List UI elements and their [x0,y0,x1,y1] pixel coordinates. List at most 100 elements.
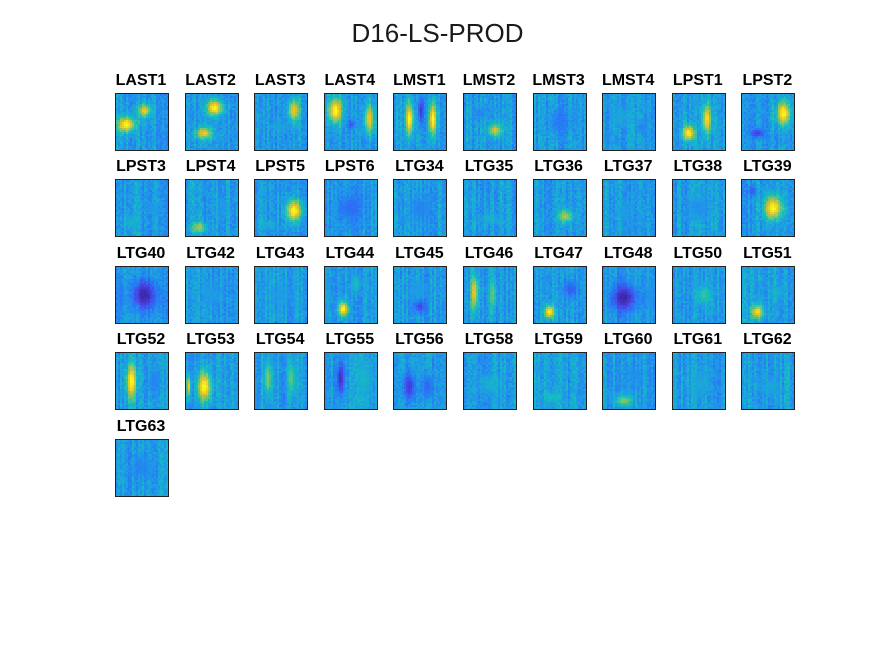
heatmap-cell [559,100,562,103]
heatmap-cell [510,124,513,127]
heatmap-cell [267,136,270,139]
heatmap-cell [138,94,141,97]
heatmap-cell [209,132,212,135]
heatmap-cell [295,136,298,139]
heatmap-cell [476,128,479,131]
heatmap-cell [502,126,505,129]
heatmap-cell [219,132,222,135]
heatmap-cell [273,112,276,115]
heatmap-cell [545,126,548,129]
heatmap-cell [549,136,552,139]
heatmap-cell [140,98,143,101]
heatmap-cell [350,102,354,105]
heatmap-cell [142,106,145,109]
heatmap-cell [408,144,411,147]
heatmap-cell [492,120,495,123]
heatmap-cell [144,102,147,105]
heatmap-cell [118,126,121,129]
heatmap-cell [150,102,153,105]
heatmap-cell [426,106,429,109]
heatmap-cell [442,148,445,150]
heatmap-cell [400,144,403,147]
heatmap-cell [464,116,467,119]
heatmap-cell [287,126,290,129]
heatmap-cell [116,146,119,149]
heatmap-cell [581,122,584,125]
heatmap-cell [366,120,370,123]
heatmap-cell [476,116,479,119]
heatmap-cell [543,104,546,107]
heatmap-cell [225,106,228,109]
heatmap-cell [116,144,119,147]
heatmap-cell [553,118,556,121]
heatmap-cell [541,126,544,129]
heatmap-cell [324,124,328,127]
heatmap-cell [281,100,284,103]
heatmap-cell [187,112,190,115]
heatmap-cell [424,118,427,121]
heatmap-cell [124,94,127,97]
heatmap-cell [287,116,290,119]
heatmap-cell [285,134,288,137]
heatmap-cell [484,142,487,145]
heatmap-cell [557,102,560,105]
heatmap-cell [472,110,475,113]
heatmap-cell [340,128,344,131]
heatmap-cell [281,122,284,125]
heatmap-cell [293,138,296,141]
heatmap-cell [496,112,499,115]
heatmap-cell [162,120,165,123]
heatmap-cell [191,148,194,150]
heatmap-cell [326,126,330,129]
heatmap-cell [354,104,358,107]
heatmap-cell [223,144,226,147]
heatmap-cell [559,102,562,105]
heatmap-cell [496,120,499,123]
heatmap-cell [472,142,475,145]
heatmap-cell [490,104,493,107]
heatmap-cell [563,116,566,119]
heatmap-cell [263,140,266,143]
heatmap-cell [291,100,294,103]
heatmap-cell [164,128,167,131]
heatmap-cell [432,108,435,111]
heatmap-cell [412,120,415,123]
heatmap-cell [346,120,350,123]
heatmap-cell [432,98,435,101]
heatmap-cell [255,94,258,97]
heatmap-cell [541,94,544,97]
heatmap-cell [187,120,190,123]
heatmap-cell [414,96,417,99]
heatmap-cell [583,110,586,113]
heatmap-cell [579,114,582,117]
heatmap-cell [408,120,411,123]
heatmap-cell [364,128,368,131]
heatmap-cell [283,126,286,129]
heatmap-cell [492,100,495,103]
heatmap-cell [346,138,350,141]
heatmap-cell [394,132,397,135]
heatmap-cell [444,96,447,99]
heatmap-cell [442,144,445,147]
heatmap-cell [217,128,220,131]
heatmap-cell [162,142,165,145]
heatmap-panel: LAST3 [253,72,323,154]
heatmap-cell [160,136,163,139]
heatmap-cell [297,114,300,117]
heatmap-cell [281,108,284,111]
heatmap-cell [283,106,286,109]
heatmap-cell [575,104,578,107]
heatmap-cell [223,126,226,129]
heatmap-cell [330,106,334,109]
heatmap-cell [581,130,584,133]
heatmap-cell [416,146,419,149]
heatmap-cell [438,132,441,135]
heatmap-cell [364,108,368,111]
heatmap-cell [396,140,399,143]
heatmap-cell [352,112,356,115]
heatmap-cell [263,144,266,147]
heatmap-cell [344,122,348,125]
heatmap-cell [138,136,141,139]
heatmap-cell [150,130,153,133]
heatmap-cell [502,144,505,147]
